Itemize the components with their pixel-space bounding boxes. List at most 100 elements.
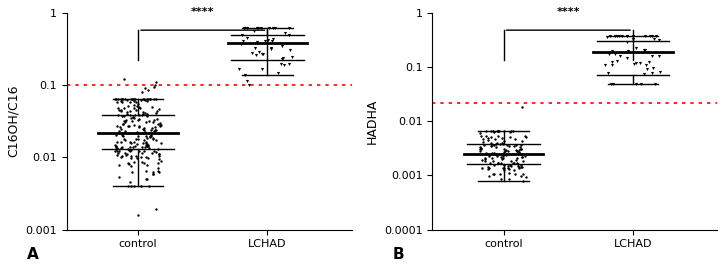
Point bbox=[130, 137, 141, 141]
Point bbox=[148, 149, 160, 154]
Point bbox=[111, 145, 122, 149]
Point bbox=[505, 129, 517, 133]
Point bbox=[132, 213, 143, 217]
Point bbox=[641, 67, 653, 71]
Point bbox=[138, 128, 150, 132]
Point bbox=[640, 62, 652, 67]
Point bbox=[515, 152, 527, 157]
Point bbox=[498, 139, 510, 143]
Point bbox=[283, 62, 295, 66]
Point bbox=[124, 100, 135, 104]
Point bbox=[504, 163, 515, 167]
Point bbox=[602, 71, 613, 75]
Point bbox=[143, 156, 154, 160]
Point bbox=[277, 57, 288, 61]
Point bbox=[127, 144, 139, 149]
Point bbox=[111, 99, 122, 104]
Point bbox=[118, 118, 130, 123]
Point bbox=[141, 113, 153, 118]
Point bbox=[516, 165, 528, 169]
Point bbox=[125, 156, 137, 160]
Point bbox=[514, 145, 526, 149]
Point bbox=[649, 82, 661, 86]
Point bbox=[153, 122, 164, 126]
Point bbox=[115, 146, 127, 150]
Point bbox=[149, 128, 161, 132]
Point bbox=[156, 123, 167, 127]
Point bbox=[142, 143, 153, 147]
Point bbox=[122, 161, 134, 165]
Point bbox=[138, 161, 149, 165]
Point bbox=[647, 54, 658, 58]
Text: ****: **** bbox=[191, 7, 214, 17]
Point bbox=[287, 54, 298, 59]
Point bbox=[480, 129, 492, 133]
Point bbox=[129, 159, 140, 164]
Point bbox=[510, 143, 522, 148]
Point bbox=[132, 130, 143, 134]
Point bbox=[497, 152, 509, 157]
Point bbox=[141, 97, 153, 102]
Point bbox=[154, 121, 166, 125]
Point bbox=[127, 96, 139, 101]
Point bbox=[132, 117, 144, 122]
Point bbox=[132, 134, 144, 138]
Point bbox=[620, 34, 632, 38]
Point bbox=[257, 51, 269, 56]
Point bbox=[125, 141, 137, 145]
Point bbox=[480, 151, 492, 155]
Point bbox=[503, 170, 515, 175]
Point bbox=[494, 142, 506, 146]
Point bbox=[109, 148, 121, 153]
Point bbox=[513, 164, 524, 168]
Point bbox=[146, 133, 157, 138]
Point bbox=[488, 163, 500, 167]
Point bbox=[508, 129, 519, 133]
Point bbox=[129, 103, 140, 107]
Point bbox=[122, 147, 134, 151]
Point bbox=[116, 133, 127, 137]
Point bbox=[513, 148, 524, 152]
Point bbox=[510, 172, 521, 176]
Point bbox=[153, 151, 164, 156]
Point bbox=[125, 180, 136, 185]
Point bbox=[140, 155, 151, 159]
Point bbox=[484, 161, 496, 165]
Point bbox=[126, 184, 138, 188]
Point bbox=[110, 147, 122, 151]
Point bbox=[119, 120, 131, 124]
Point bbox=[122, 104, 133, 108]
Point bbox=[136, 145, 148, 149]
Point bbox=[142, 144, 153, 148]
Point bbox=[142, 96, 153, 101]
Point bbox=[513, 151, 525, 155]
Point bbox=[131, 156, 143, 160]
Point bbox=[151, 207, 162, 211]
Point bbox=[137, 110, 148, 114]
Point bbox=[504, 167, 515, 171]
Point bbox=[135, 106, 146, 110]
Point bbox=[133, 117, 145, 121]
Point bbox=[127, 184, 139, 188]
Point bbox=[502, 166, 513, 170]
Point bbox=[491, 129, 502, 133]
Point bbox=[121, 111, 132, 116]
Point bbox=[117, 122, 128, 126]
Point bbox=[494, 172, 505, 177]
Point bbox=[129, 99, 140, 103]
Point bbox=[125, 140, 136, 144]
Point bbox=[252, 26, 264, 30]
Point bbox=[110, 133, 122, 137]
Point bbox=[128, 123, 140, 128]
Point bbox=[130, 144, 141, 149]
Point bbox=[153, 166, 164, 170]
Point bbox=[119, 138, 130, 142]
Point bbox=[110, 143, 122, 148]
Point bbox=[237, 39, 249, 43]
Point bbox=[152, 147, 164, 151]
Point bbox=[486, 141, 497, 145]
Point bbox=[119, 129, 130, 133]
Point bbox=[114, 125, 126, 129]
Point bbox=[115, 99, 127, 104]
Point bbox=[256, 67, 268, 71]
